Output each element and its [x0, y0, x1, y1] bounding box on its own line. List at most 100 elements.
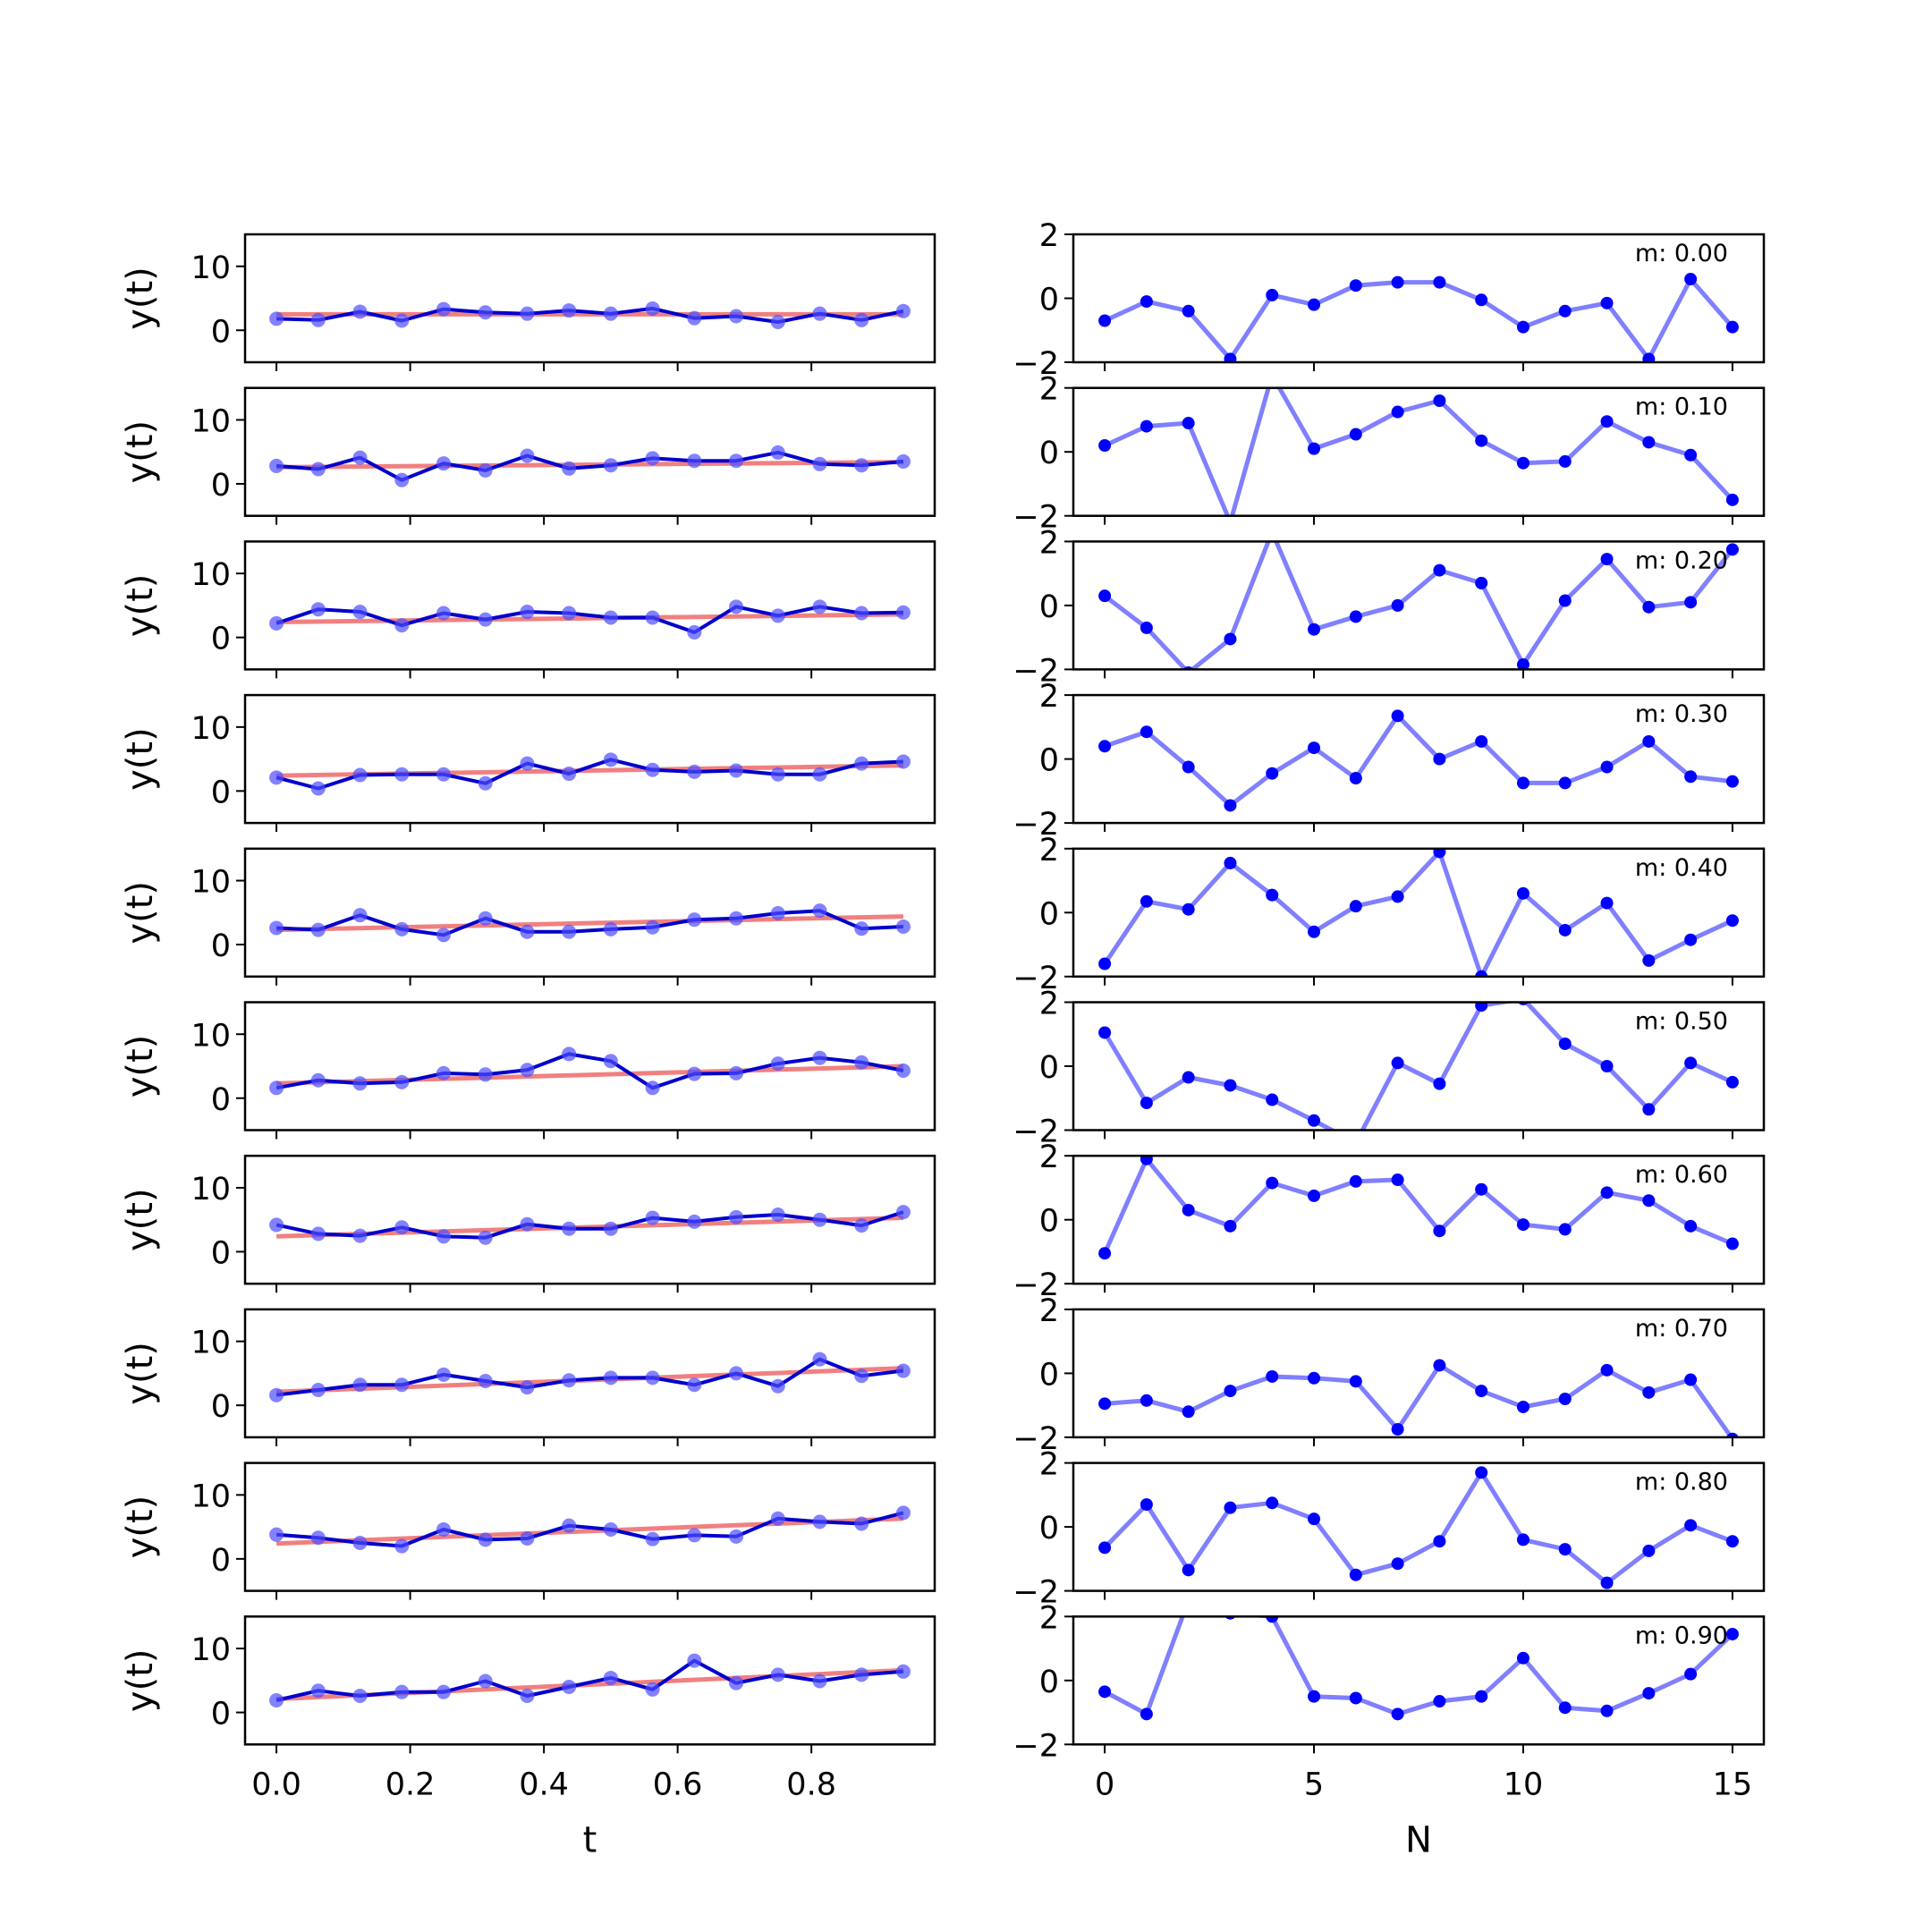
data-line	[276, 306, 904, 324]
y-tick-label: 10	[191, 711, 231, 747]
data-point	[729, 309, 744, 324]
residual-point	[1516, 1533, 1530, 1546]
data-point	[269, 1217, 284, 1233]
residual-point	[1725, 1237, 1739, 1250]
data-point	[603, 921, 618, 936]
residual-point	[1391, 709, 1404, 723]
right-x-axis-label: N	[1405, 1819, 1432, 1860]
y-tick-label: 0	[211, 1082, 231, 1118]
residual-point	[1475, 1182, 1488, 1196]
data-point	[520, 605, 535, 620]
data-point	[310, 922, 326, 937]
left-axes-frame	[243, 233, 936, 364]
y-tick-label: 0	[211, 314, 231, 350]
data-point	[520, 1216, 535, 1232]
data-point	[603, 1054, 618, 1069]
left-plot-area	[269, 1505, 911, 1554]
left-subplot-6: 0 10 y(t)	[120, 1154, 936, 1293]
right-subplot-7: −2 0 2 m: 0.70	[1013, 1293, 1766, 1457]
data-point	[394, 313, 410, 328]
data-point	[394, 472, 410, 487]
data-point	[394, 1074, 410, 1089]
data-point	[436, 1684, 451, 1699]
data-point	[812, 1514, 827, 1530]
data-point	[310, 781, 326, 796]
residual-point	[1684, 770, 1698, 784]
data-point	[269, 770, 284, 785]
residual-line	[1103, 849, 1733, 977]
data-point	[603, 752, 618, 767]
residual-point	[1558, 1701, 1572, 1715]
data-point	[520, 756, 535, 771]
data-point	[436, 1229, 451, 1244]
trend-line	[275, 1516, 904, 1546]
data-point	[854, 1516, 869, 1531]
residual-point	[1308, 1513, 1321, 1526]
data-point	[603, 1670, 618, 1685]
residual-point	[1642, 953, 1656, 967]
data-point	[352, 605, 368, 620]
residual-point	[1349, 1174, 1362, 1188]
residual-point	[1391, 1422, 1404, 1436]
residual-point	[1558, 1393, 1572, 1405]
residual-point	[1558, 304, 1572, 318]
data-point	[394, 921, 410, 936]
residual-point	[1349, 1568, 1362, 1581]
panel-annotation: m: 0.00	[1635, 240, 1728, 267]
residual-point	[1140, 621, 1153, 634]
data-point	[895, 1363, 911, 1378]
y-axis-label: y(t)	[120, 574, 161, 638]
data-line	[275, 758, 903, 791]
residual-point	[1475, 1385, 1488, 1398]
y-tick-label: −2	[1013, 1421, 1059, 1457]
y-tick-label: 0	[1039, 896, 1059, 932]
data-point	[269, 458, 284, 473]
y-tick-label: −2	[1013, 1575, 1059, 1611]
residual-point	[1433, 1224, 1446, 1238]
panel-annotation: m: 0.20	[1635, 547, 1728, 574]
left-subplot-4: 0 10 y(t)	[120, 847, 936, 986]
left-plot-area	[269, 1352, 911, 1402]
residual-point	[1684, 596, 1698, 609]
residual-point	[1725, 320, 1739, 334]
left-subplot-5: 0 10 y(t)	[120, 1001, 936, 1140]
data-point	[436, 456, 451, 471]
residual-line	[1104, 713, 1733, 808]
residual-point	[1558, 1543, 1572, 1556]
residual-point	[1433, 1695, 1446, 1708]
right-plot-area	[1098, 387, 1739, 516]
residual-line	[1103, 541, 1734, 670]
x-tick-label: 5	[1304, 1767, 1324, 1802]
data-point	[352, 1076, 368, 1091]
y-tick-label: 2	[1039, 987, 1059, 1022]
residual-point	[1600, 1186, 1614, 1199]
data-line	[275, 1658, 904, 1702]
data-point	[770, 906, 785, 921]
data-point	[687, 1214, 702, 1229]
data-point	[603, 1221, 618, 1236]
data-point	[687, 1377, 702, 1393]
residual-point	[1433, 394, 1446, 407]
data-point	[562, 924, 577, 939]
residual-point	[1308, 1371, 1321, 1385]
left-axes-frame	[243, 1154, 936, 1285]
left-x-axis-label: t	[583, 1819, 597, 1860]
data-point	[352, 450, 368, 465]
residual-point	[1558, 776, 1572, 790]
data-point	[520, 448, 535, 463]
residual-point	[1725, 914, 1739, 928]
residual-point	[1684, 1667, 1698, 1681]
left-axes-frame	[243, 540, 936, 671]
data-point	[310, 462, 326, 477]
right-subplot-2: −2 0 2 m: 0.20	[1013, 525, 1766, 689]
residual-point	[1349, 428, 1362, 441]
data-point	[687, 624, 702, 640]
y-tick-label: 0	[1039, 743, 1059, 779]
data-point	[645, 1080, 660, 1096]
left-plot-area	[269, 1046, 911, 1096]
data-point	[812, 1212, 827, 1227]
residual-line	[1104, 387, 1734, 516]
residual-point	[1642, 1103, 1656, 1116]
residual-point	[1182, 1203, 1195, 1216]
y-tick-label: 2	[1039, 218, 1059, 254]
